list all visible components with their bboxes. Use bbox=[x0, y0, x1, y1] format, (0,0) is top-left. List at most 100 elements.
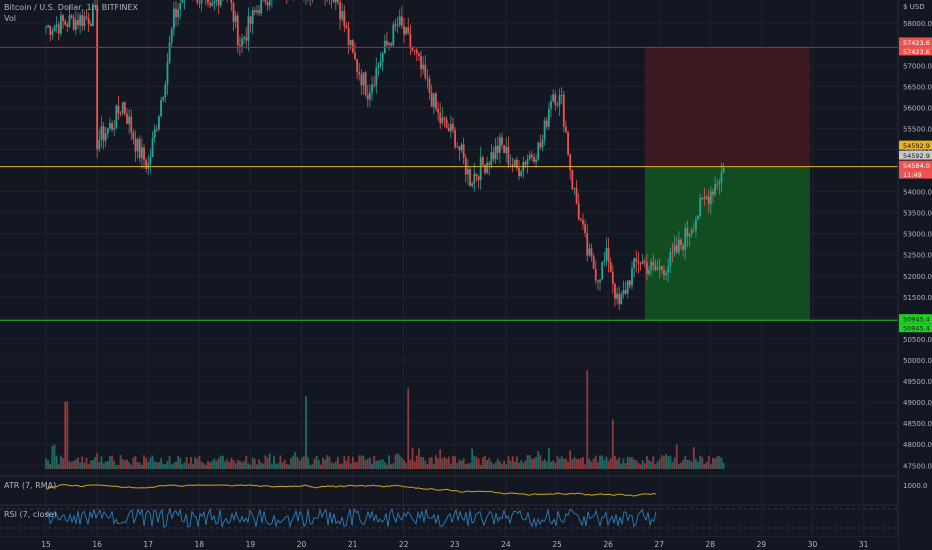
last-price-tag-bg bbox=[899, 160, 932, 170]
candle-body bbox=[520, 171, 523, 176]
volume-bar bbox=[484, 455, 486, 469]
volume-bar bbox=[562, 459, 565, 469]
atr-value-label: 1000.0 bbox=[903, 482, 928, 490]
volume-bar bbox=[262, 463, 265, 469]
candle-body bbox=[547, 108, 550, 127]
candle-body bbox=[57, 24, 60, 34]
candle-body bbox=[656, 269, 659, 271]
volume-bar bbox=[554, 462, 557, 469]
candle-body bbox=[443, 117, 446, 120]
last-price-tag: 54584.0 bbox=[903, 162, 930, 170]
volume-bar bbox=[403, 460, 405, 469]
candle-body bbox=[85, 16, 88, 18]
volume-bar bbox=[663, 456, 665, 469]
candle-body bbox=[170, 29, 173, 43]
time-tick-label: 16 bbox=[92, 540, 102, 549]
volume-bar bbox=[49, 464, 52, 469]
candle-body bbox=[249, 16, 252, 24]
candle-body bbox=[392, 24, 395, 46]
candle-body bbox=[558, 94, 561, 106]
volume-bar bbox=[641, 460, 644, 469]
volume-bar bbox=[368, 457, 371, 469]
volume-bar bbox=[117, 464, 120, 469]
candle-body bbox=[390, 43, 393, 46]
candle-body bbox=[366, 94, 369, 100]
volume-bar bbox=[239, 460, 241, 469]
candle-body bbox=[484, 164, 486, 173]
volume-bar bbox=[279, 455, 282, 469]
volume-bar bbox=[599, 455, 601, 469]
price-tick-label: 53000.0 bbox=[903, 231, 932, 239]
candle-body bbox=[356, 59, 359, 72]
volume-bar bbox=[709, 464, 712, 469]
volume-bar bbox=[454, 456, 457, 469]
entry-price-tag: 54592.9 bbox=[903, 142, 930, 150]
price-tick-label: 50000.0 bbox=[903, 357, 932, 365]
volume-bar bbox=[588, 458, 591, 469]
candle-body bbox=[243, 37, 246, 39]
volume-bar bbox=[288, 464, 290, 469]
time-tick-label: 18 bbox=[195, 540, 205, 549]
candle-body bbox=[556, 104, 559, 106]
volume-bar bbox=[60, 455, 62, 469]
volume-bar bbox=[128, 461, 131, 469]
volume-bar bbox=[611, 419, 614, 469]
volume-bar bbox=[328, 456, 331, 469]
volume-bar bbox=[594, 455, 597, 469]
volume-bar bbox=[202, 463, 205, 469]
volume-bar bbox=[432, 463, 435, 469]
candle-body bbox=[592, 256, 595, 269]
volume-bar bbox=[398, 455, 401, 469]
volume-bar bbox=[392, 463, 395, 469]
volume-bar bbox=[57, 464, 60, 469]
volume-bar bbox=[351, 456, 354, 469]
time-axis: 15 16 17 18 19 20 21 22 23 24 25 26 27 28 29 30 31 bbox=[0, 537, 898, 550]
volume-bar bbox=[684, 455, 687, 469]
time-tick-label: 19 bbox=[246, 540, 256, 549]
candle-body bbox=[665, 272, 667, 276]
candle-body bbox=[79, 15, 81, 26]
volume-bar bbox=[230, 457, 233, 469]
volume-bar bbox=[175, 461, 177, 469]
candle-body bbox=[83, 16, 86, 26]
volume-bar bbox=[422, 457, 425, 469]
volume-bar bbox=[635, 460, 638, 469]
candle-body bbox=[496, 145, 499, 153]
candle-body bbox=[145, 160, 148, 169]
candle-body bbox=[654, 265, 657, 271]
candle-body bbox=[411, 47, 414, 50]
volume-bar bbox=[435, 455, 437, 469]
stop-price-tag-bg bbox=[899, 37, 932, 47]
volume-bar bbox=[123, 460, 126, 469]
candle-body bbox=[258, 10, 260, 14]
volume-bar bbox=[298, 460, 301, 469]
candle-body bbox=[130, 116, 133, 133]
price-tick-label: 50500.0 bbox=[903, 336, 932, 344]
volume-bar bbox=[215, 460, 218, 469]
volume-bar bbox=[550, 461, 552, 469]
volume-bar bbox=[430, 457, 433, 469]
volume-bar bbox=[437, 458, 439, 469]
volume-bar bbox=[605, 456, 608, 469]
volume-bar bbox=[526, 455, 529, 469]
candle-body bbox=[716, 184, 719, 185]
volume-bar bbox=[253, 458, 256, 469]
volume-bar bbox=[449, 463, 452, 469]
volume-bar bbox=[100, 456, 103, 469]
candle-body bbox=[405, 27, 408, 35]
candle-body bbox=[49, 25, 52, 35]
candle-body bbox=[121, 102, 124, 114]
candle-body bbox=[149, 156, 152, 164]
time-tick-label: 28 bbox=[706, 540, 716, 549]
volume-bar bbox=[665, 453, 667, 469]
candle-body bbox=[567, 132, 569, 155]
candle-body bbox=[72, 17, 75, 30]
volume-bar bbox=[418, 448, 420, 469]
candle-body bbox=[109, 123, 111, 129]
volume-bar bbox=[347, 455, 350, 469]
volume-bar bbox=[241, 462, 243, 469]
volume-bar bbox=[345, 460, 348, 469]
volume-bar bbox=[126, 459, 128, 469]
candle-body bbox=[599, 279, 601, 283]
